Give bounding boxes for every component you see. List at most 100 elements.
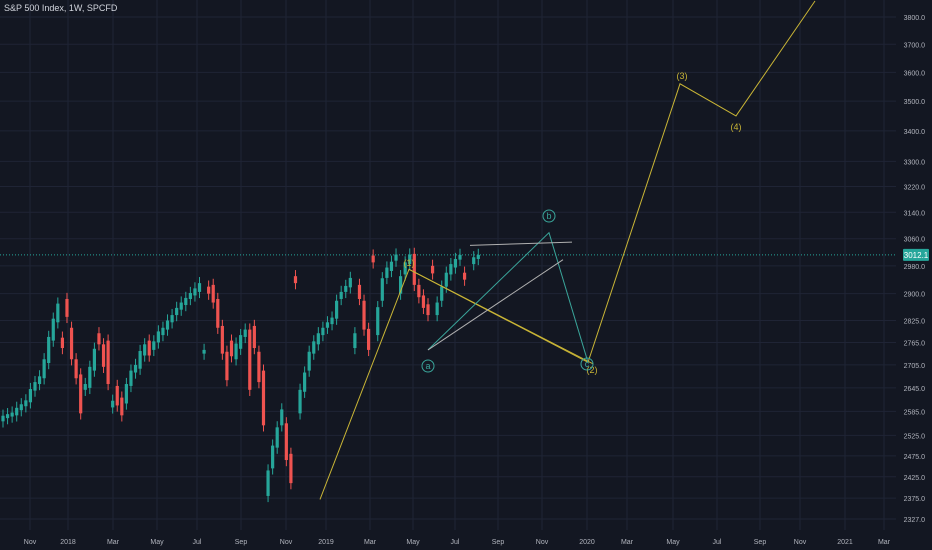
candle-body: [403, 262, 407, 275]
y-tick-label: 2900.0: [904, 292, 926, 299]
candle-body: [28, 389, 33, 403]
candle-body: [60, 337, 65, 349]
candle-body: [325, 322, 330, 328]
candle-body: [83, 384, 87, 390]
candle-body: [275, 427, 279, 448]
candle-body: [353, 333, 357, 349]
x-tick-label: May: [666, 539, 680, 546]
candle-body: [42, 359, 46, 379]
candle-body: [56, 303, 60, 323]
last-price-label: 3012.1: [904, 251, 929, 260]
candle-body: [179, 302, 183, 310]
candle-body: [111, 400, 115, 408]
candle-body: [357, 284, 362, 299]
x-tick-label: Mar: [878, 539, 891, 546]
candle-body: [15, 407, 19, 416]
candle-body: [138, 351, 142, 369]
candle-body: [476, 254, 480, 259]
y-tick-label: 3220.0: [904, 185, 926, 192]
x-tick-label: Jul: [451, 539, 460, 546]
y-tick-label: 2585.0: [904, 409, 926, 416]
candle-body: [92, 348, 96, 371]
candle-body: [234, 343, 238, 360]
candle-body: [88, 366, 92, 388]
x-tick-label: 2019: [318, 539, 334, 546]
candle-body: [129, 370, 133, 386]
y-tick-label: 2525.0: [904, 433, 926, 440]
candle-body: [165, 320, 170, 330]
candle-body: [440, 286, 444, 301]
candle-body: [202, 349, 206, 354]
candle-body: [312, 341, 316, 354]
candle-body: [69, 327, 74, 360]
x-tick-label: Sep: [235, 539, 248, 546]
elliott-wave-drawings: [319, 0, 816, 500]
y-tick-label: 2327.0: [904, 517, 926, 524]
candle-body: [133, 364, 138, 373]
candle-body: [37, 376, 42, 385]
candle-body: [120, 397, 124, 416]
x-tick-label: May: [150, 539, 164, 546]
y-tick-label: 2825.0: [904, 318, 926, 325]
y-tick-label: 2765.0: [904, 340, 926, 347]
y-tick-label: 2645.0: [904, 386, 926, 393]
candle-body: [293, 276, 298, 284]
wave-a-c-trendline: [408, 268, 594, 365]
candle-body: [147, 340, 151, 356]
candle-body: [229, 340, 234, 357]
candle-body: [430, 265, 435, 274]
candle-body: [106, 340, 110, 385]
wave-label-1: (1): [404, 258, 415, 268]
candle-body: [435, 302, 439, 316]
candle-body: [1, 415, 5, 422]
candle-body: [175, 307, 179, 316]
wave-label-a: a: [425, 361, 430, 371]
candle-body: [220, 325, 224, 354]
candle-body: [261, 370, 266, 426]
y-tick-label: 3700.0: [904, 42, 926, 49]
candle-body: [65, 298, 69, 317]
wave-label-3: (3): [677, 71, 688, 81]
x-tick-label: Nov: [794, 539, 807, 546]
candle-body: [193, 288, 197, 296]
last-price-badge: 3012.1: [903, 248, 929, 261]
y-tick-label: 2475.0: [904, 454, 926, 461]
candle-body: [115, 385, 119, 406]
candle-body: [97, 333, 101, 345]
x-tick-label: Nov: [536, 539, 549, 546]
candle-body: [380, 278, 384, 301]
candle-body: [339, 291, 343, 299]
y-tick-label: 2980.0: [904, 264, 926, 271]
candle-body: [152, 341, 156, 350]
wave-a-circle: [421, 359, 435, 373]
x-tick-label: May: [406, 539, 420, 546]
candle-body: [188, 292, 192, 299]
wave-impulse-line: [319, 0, 816, 500]
x-tick-label: Jul: [193, 539, 202, 546]
candle-body: [280, 409, 284, 426]
y-tick-label: 3800.0: [904, 15, 926, 22]
candle-body: [239, 335, 243, 349]
candle-body: [472, 257, 476, 265]
x-tick-label: Nov: [24, 539, 37, 546]
wave-label-2: (2): [587, 365, 598, 375]
candle-body: [211, 284, 215, 303]
candle-body: [417, 284, 421, 298]
candle-body: [289, 453, 293, 484]
candle-body: [316, 333, 320, 345]
candle-body: [143, 344, 147, 356]
candle-body: [51, 318, 55, 341]
wave-b-circle: [542, 209, 556, 223]
candle-body: [462, 272, 467, 280]
candle-body: [449, 264, 453, 275]
candle-body: [161, 327, 165, 336]
candle-body: [321, 327, 325, 336]
candle-body: [5, 414, 10, 419]
candle-body: [74, 359, 78, 379]
x-tick-label: Sep: [754, 539, 767, 546]
candle-body: [266, 470, 270, 496]
wave-label-b: b: [546, 211, 551, 221]
price-axis: 2327.0 2375.0 2425.0 2475.0 2525.0 2585.0 2645…: [904, 15, 926, 524]
candle-body: [10, 412, 14, 417]
